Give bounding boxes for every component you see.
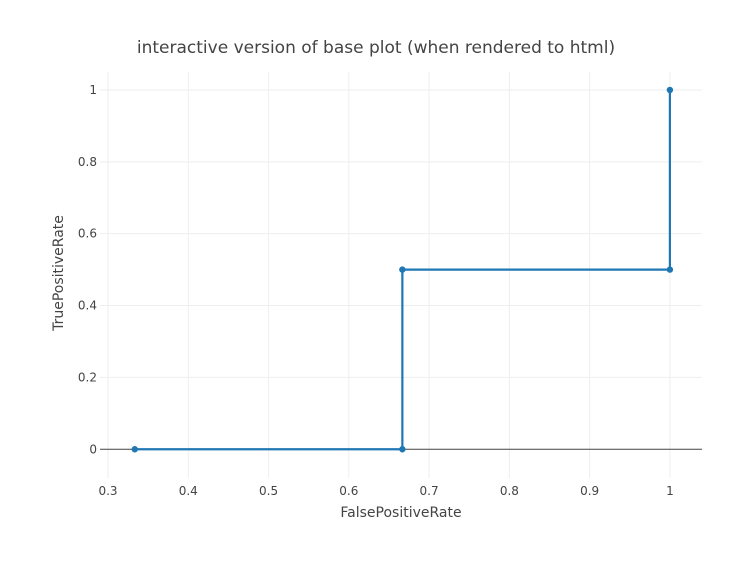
x-tick-label: 0.6 [339,484,358,498]
y-tick-label: 0.4 [78,299,97,313]
x-tick-label: 0.4 [179,484,198,498]
series-layer [131,86,674,453]
y-axis-title: TruePositiveRate [51,215,67,332]
y-tick-label: 1 [89,83,97,97]
x-tick-label: 0.3 [98,484,117,498]
x-tick-label: 0.9 [580,484,599,498]
x-tick-label: 0.7 [420,484,439,498]
x-tick-label: 0.8 [500,484,519,498]
x-tick-label: 1 [666,484,674,498]
data-point [131,446,138,453]
data-point [399,446,406,453]
data-point [399,266,406,273]
data-point [666,86,674,94]
y-tick-label: 0.2 [78,370,97,384]
grid-layer [100,72,702,478]
y-tick-label: 0.8 [78,155,97,169]
x-axis-title: FalsePositiveRate [340,505,461,521]
chart-title: interactive version of base plot (when r… [137,38,615,58]
y-tick-label: 0.6 [78,227,97,241]
y-tick-label: 0 [89,442,97,456]
data-point [666,266,674,273]
x-tick-label: 0.5 [259,484,278,498]
